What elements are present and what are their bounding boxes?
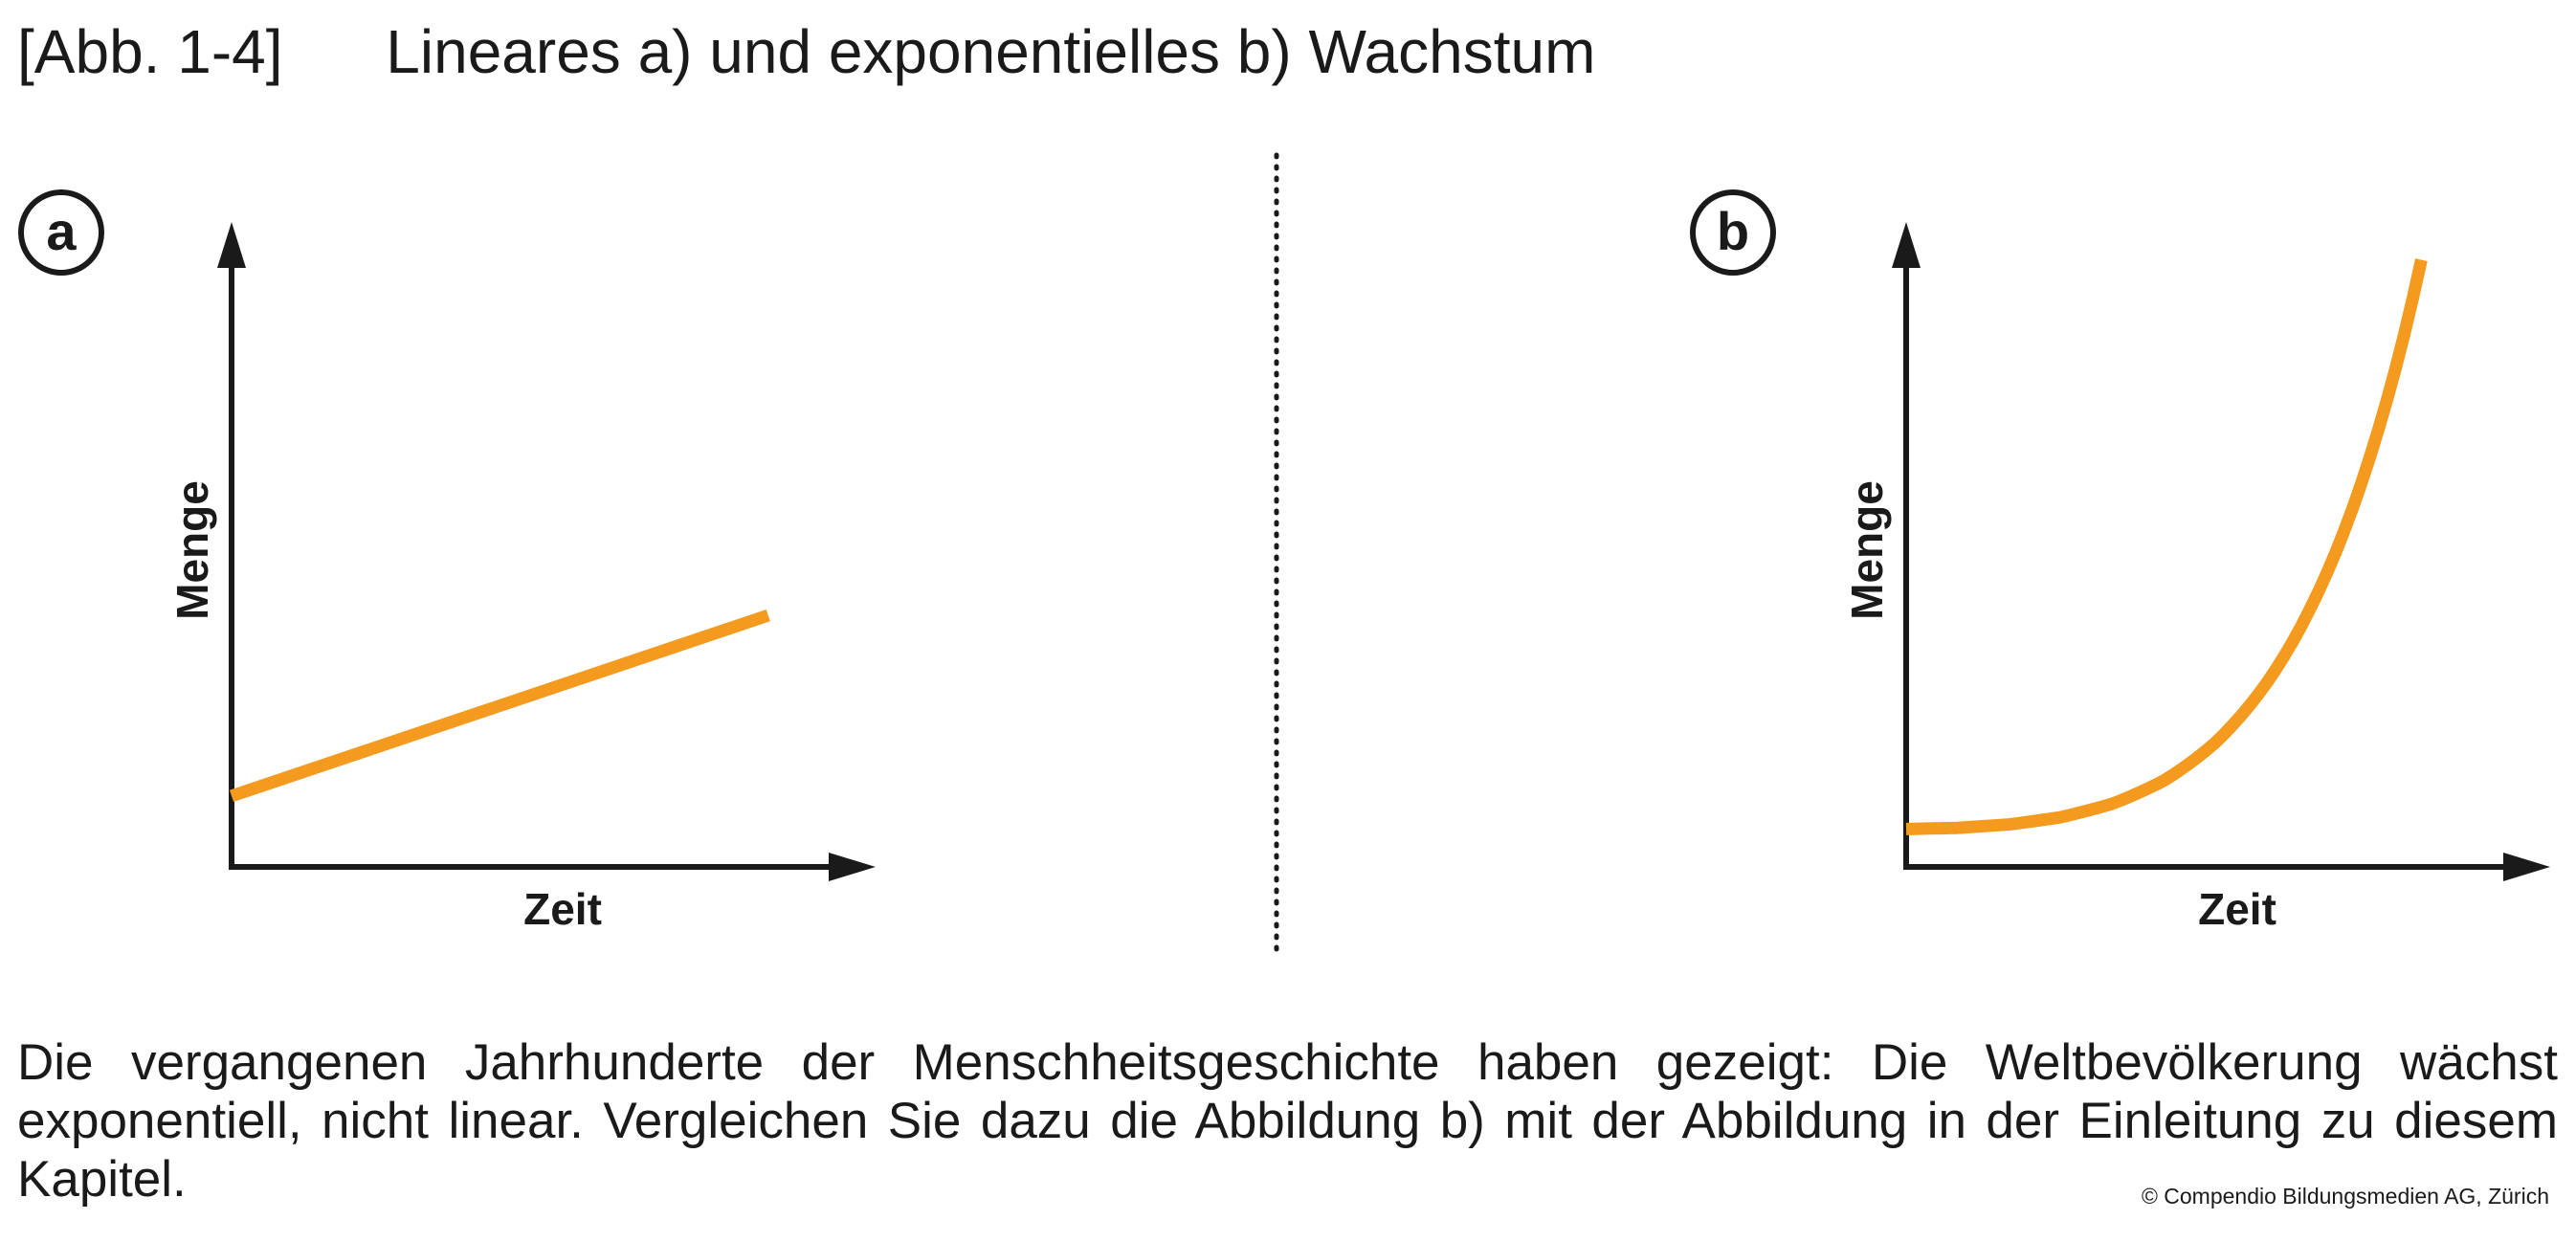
panel-a-badge (18, 189, 104, 276)
panel-b: b Zeit Menge (1690, 189, 2550, 934)
panel-a-label: a (46, 201, 77, 261)
panel-a: a Zeit Menge (18, 189, 876, 934)
panel-b-x-label: Zeit (2198, 884, 2276, 934)
panel-b-y-label: Menge (1842, 480, 1892, 620)
copyright-credit: © Compendio Bildungsmedien AG, Zürich (2141, 1184, 2549, 1209)
panel-a-x-arrow (829, 853, 876, 881)
panel-b-y-arrow (1892, 222, 1921, 268)
panel-a-y-label: Menge (167, 480, 217, 620)
figure-header: [Abb. 1-4] Lineares a) und exponentielle… (17, 13, 1595, 90)
figure-canvas: a Zeit Menge b Zeit Menge (18, 152, 2550, 960)
figure-number: [Abb. 1-4] (17, 17, 283, 86)
panel-b-series-line (1905, 258, 2428, 835)
figure-title: Lineares a) und exponentielles b) Wachst… (386, 17, 1596, 86)
panel-b-label: b (1717, 201, 1749, 261)
panel-b-x-arrow (2503, 853, 2550, 881)
panel-a-x-label: Zeit (523, 884, 602, 934)
panel-b-badge (1690, 189, 1776, 276)
panel-a-series-line (229, 609, 770, 803)
caption-text: Die vergangenen Jahrhunderte der Menschh… (17, 1034, 2558, 1208)
panel-a-y-arrow (217, 222, 246, 268)
